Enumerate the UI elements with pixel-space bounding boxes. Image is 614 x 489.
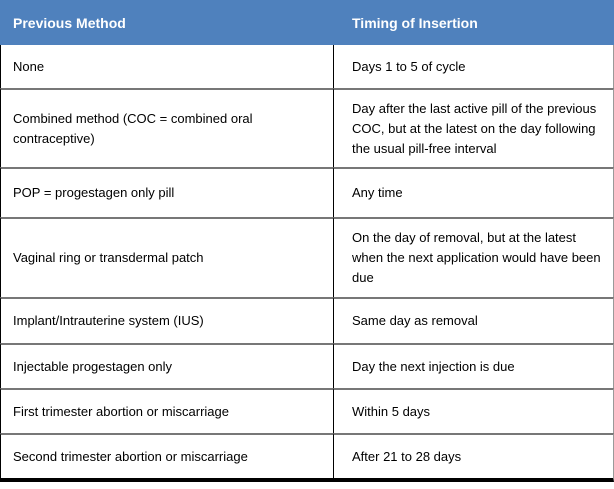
timing-text: Within 5 days <box>352 403 431 419</box>
timing-text: After 21 to 28 days <box>352 448 462 464</box>
method-text: Implant/Intrauterine system (IUS) <box>13 313 204 328</box>
timing-cell: Within 5 days <box>334 388 614 433</box>
method-cell: First trimester abortion or miscarriage <box>0 388 334 433</box>
table-row: Injectable progestagen only Day the next… <box>0 343 614 388</box>
method-text: Combined method (COC = combined oral con… <box>13 110 253 146</box>
method-text: First trimester abortion or miscarriage <box>13 403 229 419</box>
table-row: Implant/Intrauterine system (IUS) Same d… <box>0 297 614 343</box>
table-row: First trimester abortion or miscarriage … <box>0 388 614 433</box>
column-header-timing-of-insertion: Timing of Insertion <box>334 0 614 45</box>
table-row: POP = progestagen only pill Any time <box>0 167 614 217</box>
table-row: Second trimester abortion or miscarriage… <box>0 433 614 482</box>
method-cell: Second trimester abortion or miscarriage <box>0 433 334 482</box>
timing-cell: Any time <box>334 167 614 217</box>
method-text: Vaginal ring or transdermal patch <box>13 250 204 265</box>
method-cell: None <box>0 45 334 88</box>
header-row: Previous Method Timing of Insertion <box>0 0 614 45</box>
method-text: POP = progestagen only pill <box>13 185 175 200</box>
method-text: None <box>13 58 45 74</box>
timing-text: Any time <box>352 185 403 200</box>
method-cell: Combined method (COC = combined oral con… <box>0 88 334 167</box>
method-cell: POP = progestagen only pill <box>0 167 334 217</box>
timing-text: Day after the last active pill of the pr… <box>352 100 597 156</box>
timing-cell: Day the next injection is due <box>334 343 614 388</box>
timing-text: Same day as removal <box>352 313 478 328</box>
timing-text: Day the next injection is due <box>352 358 515 374</box>
method-cell: Injectable progestagen only <box>0 343 334 388</box>
column-header-previous-method: Previous Method <box>0 0 334 45</box>
table-row: Vaginal ring or transdermal patch On the… <box>0 217 614 297</box>
method-text: Injectable progestagen only <box>13 358 173 374</box>
table-row: None Days 1 to 5 of cycle <box>0 45 614 88</box>
method-text: Second trimester abortion or miscarriage <box>13 448 248 464</box>
timing-text: Days 1 to 5 of cycle <box>352 58 466 74</box>
table-row: Combined method (COC = combined oral con… <box>0 88 614 167</box>
timing-cell: On the day of removal, but at the latest… <box>334 217 614 297</box>
table-body: None Days 1 to 5 of cycle Combined metho… <box>0 45 614 482</box>
timing-cell: Day after the last active pill of the pr… <box>334 88 614 167</box>
timing-cell: Days 1 to 5 of cycle <box>334 45 614 88</box>
method-cell: Implant/Intrauterine system (IUS) <box>0 297 334 343</box>
timing-text: On the day of removal, but at the latest… <box>352 230 601 285</box>
method-cell: Vaginal ring or transdermal patch <box>0 217 334 297</box>
timing-cell: After 21 to 28 days <box>334 433 614 482</box>
timing-cell: Same day as removal <box>334 297 614 343</box>
